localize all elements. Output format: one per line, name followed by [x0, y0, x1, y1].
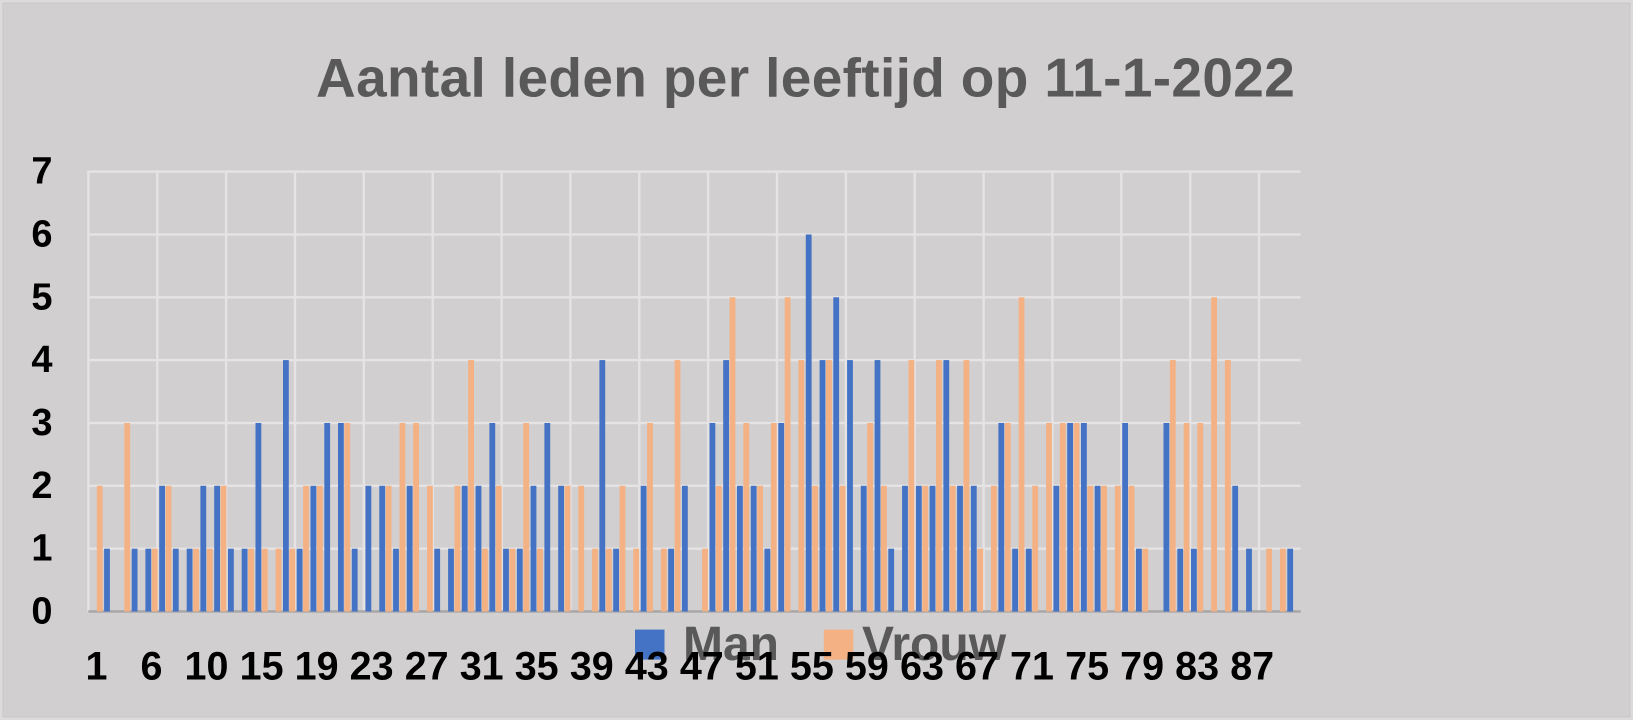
- svg-text:75: 75: [1065, 645, 1109, 689]
- svg-text:1: 1: [31, 528, 52, 570]
- svg-text:27: 27: [405, 645, 449, 689]
- svg-text:5: 5: [31, 276, 52, 318]
- svg-text:51: 51: [735, 645, 779, 689]
- svg-text:79: 79: [1120, 645, 1164, 689]
- svg-text:63: 63: [900, 645, 944, 689]
- svg-text:3: 3: [31, 402, 52, 444]
- svg-text:10: 10: [185, 645, 229, 689]
- svg-text:19: 19: [295, 645, 339, 689]
- svg-text:Vrouw: Vrouw: [862, 618, 1007, 671]
- svg-text:1: 1: [86, 645, 108, 689]
- svg-text:6: 6: [141, 645, 163, 689]
- svg-text:23: 23: [350, 645, 394, 689]
- svg-text:59: 59: [845, 645, 889, 689]
- svg-text:87: 87: [1230, 645, 1274, 689]
- svg-text:Aantal leden per leeftijd op 1: Aantal leden per leeftijd op 11-1-2022: [316, 47, 1295, 109]
- svg-text:71: 71: [1010, 645, 1054, 689]
- svg-text:67: 67: [955, 645, 999, 689]
- svg-text:0: 0: [31, 591, 52, 633]
- svg-text:55: 55: [790, 645, 834, 689]
- svg-text:2: 2: [31, 465, 52, 507]
- svg-text:39: 39: [570, 645, 614, 689]
- svg-text:4: 4: [31, 339, 52, 381]
- svg-text:83: 83: [1175, 645, 1219, 689]
- svg-text:35: 35: [515, 645, 559, 689]
- svg-text:Man: Man: [683, 618, 779, 671]
- svg-text:31: 31: [460, 645, 504, 689]
- svg-text:6: 6: [31, 214, 52, 256]
- svg-text:43: 43: [625, 645, 669, 689]
- svg-text:15: 15: [240, 645, 284, 689]
- svg-text:7: 7: [31, 151, 52, 193]
- svg-text:47: 47: [680, 645, 724, 689]
